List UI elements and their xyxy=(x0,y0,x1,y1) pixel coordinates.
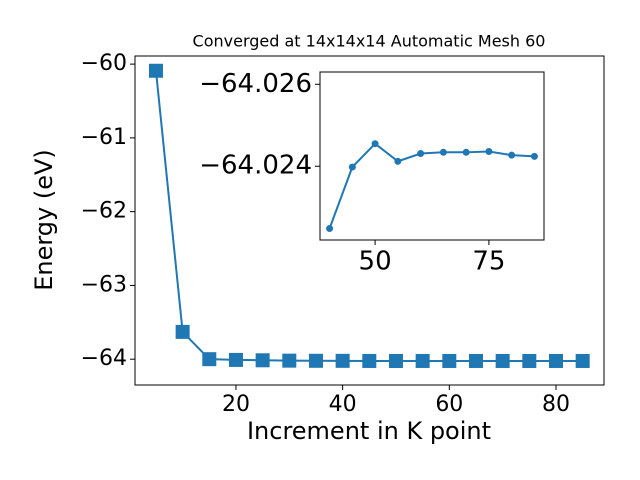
marker xyxy=(255,353,270,368)
marker xyxy=(388,353,403,368)
marker xyxy=(548,353,563,368)
marker xyxy=(202,352,217,367)
marker xyxy=(282,353,297,368)
x-tick-label: 60 xyxy=(435,392,463,417)
marker xyxy=(417,150,425,158)
marker xyxy=(148,63,163,78)
marker xyxy=(495,353,510,368)
marker xyxy=(508,151,516,159)
x-tick-label: 75 xyxy=(472,247,505,277)
marker xyxy=(308,353,323,368)
marker xyxy=(394,157,402,165)
marker xyxy=(462,148,470,156)
marker xyxy=(362,353,377,368)
plot-area xyxy=(319,71,545,241)
y-tick-label: −61 xyxy=(81,125,127,150)
y-tick-label: −62 xyxy=(81,199,127,224)
marker xyxy=(415,353,430,368)
y-tick-label: −63 xyxy=(81,272,127,297)
x-axis-label: Increment in K point xyxy=(247,417,491,445)
marker xyxy=(326,225,334,233)
marker xyxy=(522,353,537,368)
marker xyxy=(175,324,190,339)
y-axis-label: Energy (eV) xyxy=(30,149,58,291)
series-line xyxy=(328,142,535,229)
marker xyxy=(439,148,447,156)
y-tick-label: −60 xyxy=(81,51,127,76)
y-tick-label: −64 xyxy=(81,346,127,371)
marker xyxy=(575,353,590,368)
y-tick-label: −64.026 xyxy=(199,69,312,99)
marker xyxy=(335,353,350,368)
marker xyxy=(348,163,356,171)
y-tick-label: −64.024 xyxy=(199,151,312,181)
marker xyxy=(530,152,538,160)
marker xyxy=(228,352,243,367)
marker xyxy=(485,147,493,155)
x-tick-label: 40 xyxy=(329,392,357,417)
x-tick-label: 80 xyxy=(542,392,570,417)
marker xyxy=(442,353,457,368)
marker xyxy=(371,140,379,148)
x-tick-label: 20 xyxy=(222,392,250,417)
x-tick-label: 50 xyxy=(359,247,392,277)
marker xyxy=(468,353,483,368)
chart-title: Converged at 14x14x14 Automatic Mesh 60 xyxy=(193,32,546,51)
